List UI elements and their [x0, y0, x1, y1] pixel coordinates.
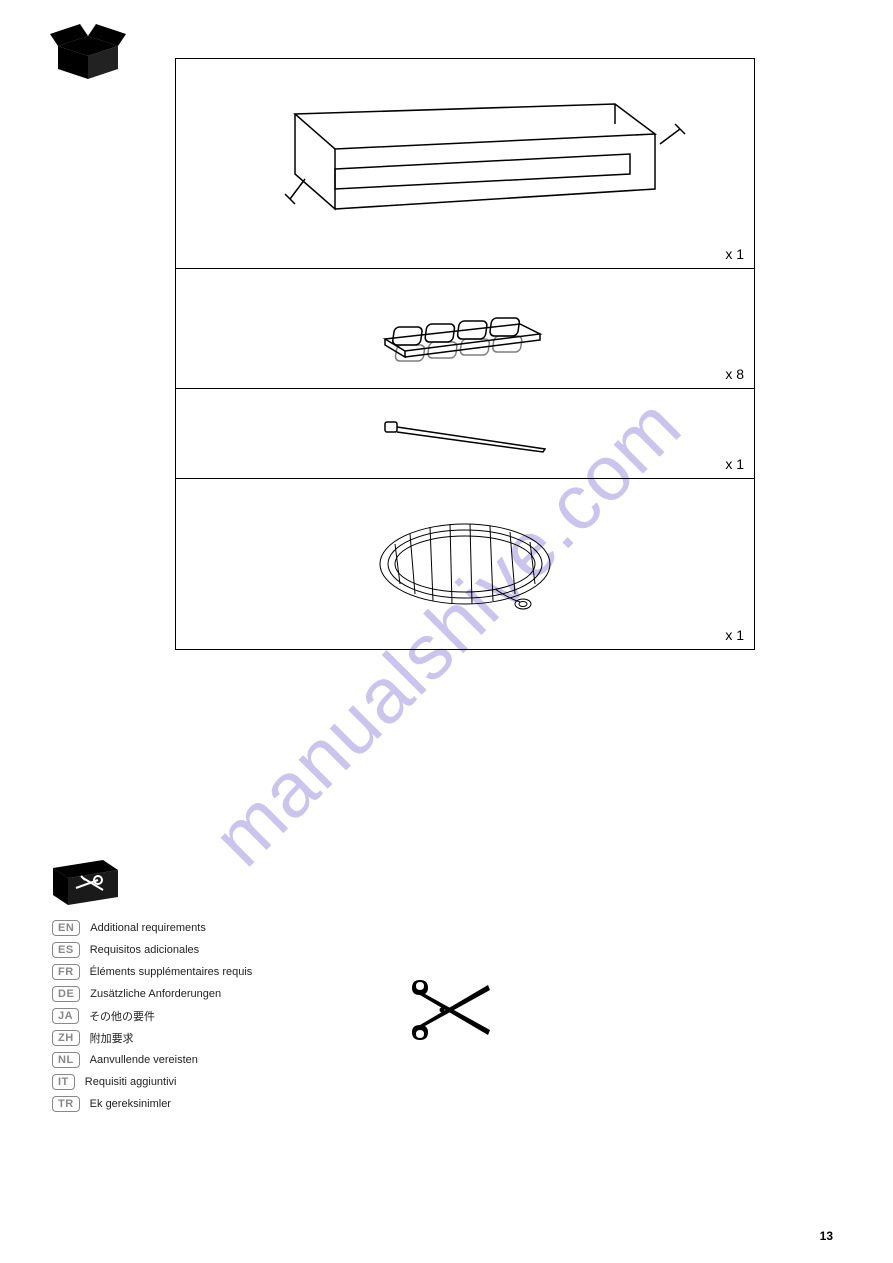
parts-table: x 1 x 8 — [175, 58, 755, 650]
lang-code: EN — [52, 920, 80, 936]
qty-label: x 1 — [725, 246, 744, 262]
cabletie-illustration — [355, 404, 575, 464]
lang-code: JA — [52, 1008, 79, 1024]
lang-row-de: DE Zusätzliche Anforderungen — [52, 986, 252, 1002]
lang-label: Additional requirements — [90, 922, 206, 934]
lang-code: FR — [52, 964, 80, 980]
lang-label: Zusätzliche Anforderungen — [90, 988, 221, 1000]
lang-code: ES — [52, 942, 80, 958]
qty-label: x 1 — [725, 627, 744, 643]
part-row-cabletie: x 1 — [176, 389, 754, 479]
page-number: 13 — [820, 1229, 833, 1243]
lang-code: IT — [52, 1074, 75, 1090]
language-list: EN Additional requirements ES Requisitos… — [52, 920, 252, 1118]
lang-label: Requisiti aggiuntivi — [85, 1076, 177, 1088]
lang-code: DE — [52, 986, 80, 1002]
lang-label: Aanvullende vereisten — [90, 1054, 198, 1066]
lang-row-it: IT Requisiti aggiuntivi — [52, 1074, 252, 1090]
lang-label: Requisitos adicionales — [90, 944, 199, 956]
qty-label: x 8 — [725, 366, 744, 382]
lang-row-nl: NL Aanvullende vereisten — [52, 1052, 252, 1068]
toolbox-icon — [48, 850, 123, 915]
lang-label: 附加要求 — [90, 1030, 134, 1046]
manual-page: manualshive.com x — [0, 0, 893, 1263]
lang-row-ja: JA その他の要件 — [52, 1008, 252, 1024]
lang-row-fr: FR Éléments supplémentaires requis — [52, 964, 252, 980]
qty-label: x 1 — [725, 456, 744, 472]
part-row-pads: x 8 — [176, 269, 754, 389]
lang-row-tr: TR Ek gereksinimler — [52, 1096, 252, 1112]
lang-label: Ek gereksinimler — [90, 1098, 171, 1110]
lang-row-en: EN Additional requirements — [52, 920, 252, 936]
part-row-hose: x 1 — [176, 479, 754, 649]
lang-label: Éléments supplémentaires requis — [90, 966, 253, 978]
lang-code: TR — [52, 1096, 80, 1112]
part-row-unit: x 1 — [176, 59, 754, 269]
lang-row-es: ES Requisitos adicionales — [52, 942, 252, 958]
unit-illustration — [235, 74, 695, 254]
lang-code: ZH — [52, 1030, 80, 1046]
hose-illustration — [345, 494, 585, 634]
lang-label: その他の要件 — [89, 1008, 155, 1024]
pads-illustration — [365, 289, 565, 369]
open-box-icon — [48, 24, 128, 89]
lang-row-zh: ZH 附加要求 — [52, 1030, 252, 1046]
lang-code: NL — [52, 1052, 80, 1068]
scissors-icon — [400, 970, 500, 1055]
